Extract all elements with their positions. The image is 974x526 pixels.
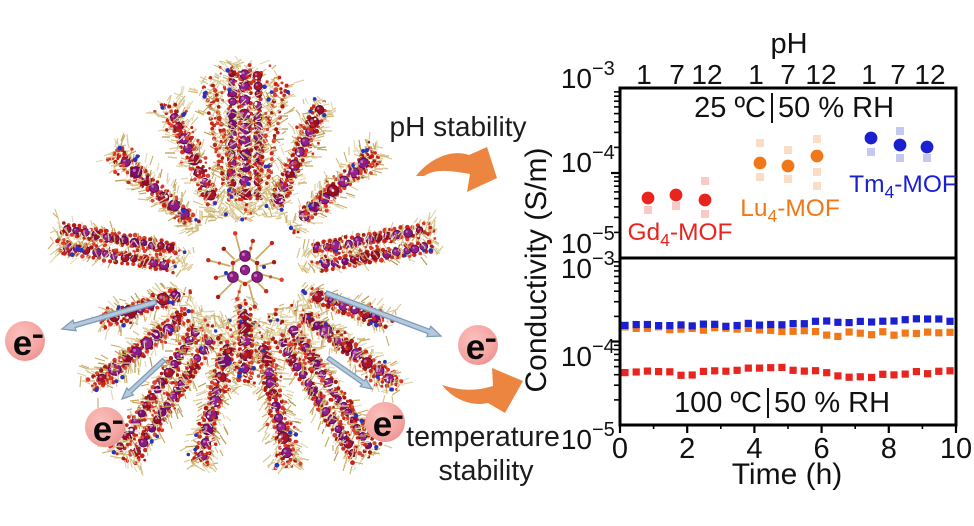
svg-text:2: 2 <box>679 433 695 465</box>
svg-text:−3: −3 <box>592 248 615 270</box>
svg-text:10: 10 <box>561 228 592 259</box>
svg-text:6: 6 <box>814 433 830 465</box>
svg-text:−5: −5 <box>592 419 615 441</box>
svg-text:e: e <box>466 328 485 367</box>
svg-text:Gd4-MOF: Gd4-MOF <box>627 219 732 250</box>
svg-text:7: 7 <box>890 59 906 90</box>
svg-text:10: 10 <box>561 424 592 455</box>
svg-text:25 ºC: 25 ºC <box>694 92 766 124</box>
svg-text:4: 4 <box>746 433 762 465</box>
svg-text:10: 10 <box>561 147 592 178</box>
svg-text:10: 10 <box>561 341 592 372</box>
svg-text:8: 8 <box>881 433 897 465</box>
svg-text:Conductivity (S/m): Conductivity (S/m) <box>520 147 553 392</box>
svg-text:1: 1 <box>861 59 877 90</box>
svg-text:1: 1 <box>636 59 652 90</box>
svg-text:Tm4-MOF: Tm4-MOF <box>849 171 957 202</box>
svg-text:10: 10 <box>940 433 972 465</box>
svg-text:−3: −3 <box>592 58 615 80</box>
svg-text:12: 12 <box>805 59 836 90</box>
svg-text:stability: stability <box>438 455 534 487</box>
svg-text:12: 12 <box>914 59 945 90</box>
svg-text:e: e <box>373 405 392 444</box>
svg-text:12: 12 <box>691 59 722 90</box>
svg-text:Lu4-MOF: Lu4-MOF <box>740 195 840 226</box>
svg-text:e: e <box>13 324 32 363</box>
svg-text:100 ºC: 100 ºC <box>674 387 762 419</box>
svg-text:e: e <box>93 410 112 449</box>
svg-text:−4: −4 <box>592 336 615 358</box>
svg-text:10: 10 <box>561 63 592 94</box>
svg-text:−5: −5 <box>592 223 615 245</box>
svg-text:1: 1 <box>748 59 764 90</box>
svg-text:pH stability: pH stability <box>390 111 527 142</box>
svg-text:0: 0 <box>612 433 628 465</box>
svg-text:Time (h): Time (h) <box>732 458 843 491</box>
svg-text:50 % RH: 50 % RH <box>778 92 894 124</box>
svg-text:10: 10 <box>561 253 592 284</box>
svg-text:50 % RH: 50 % RH <box>774 387 890 419</box>
svg-text:−4: −4 <box>592 142 615 164</box>
svg-text:7: 7 <box>669 59 685 90</box>
svg-text:temperature: temperature <box>406 421 560 453</box>
svg-text:7: 7 <box>780 59 796 90</box>
svg-text:pH: pH <box>770 28 807 60</box>
